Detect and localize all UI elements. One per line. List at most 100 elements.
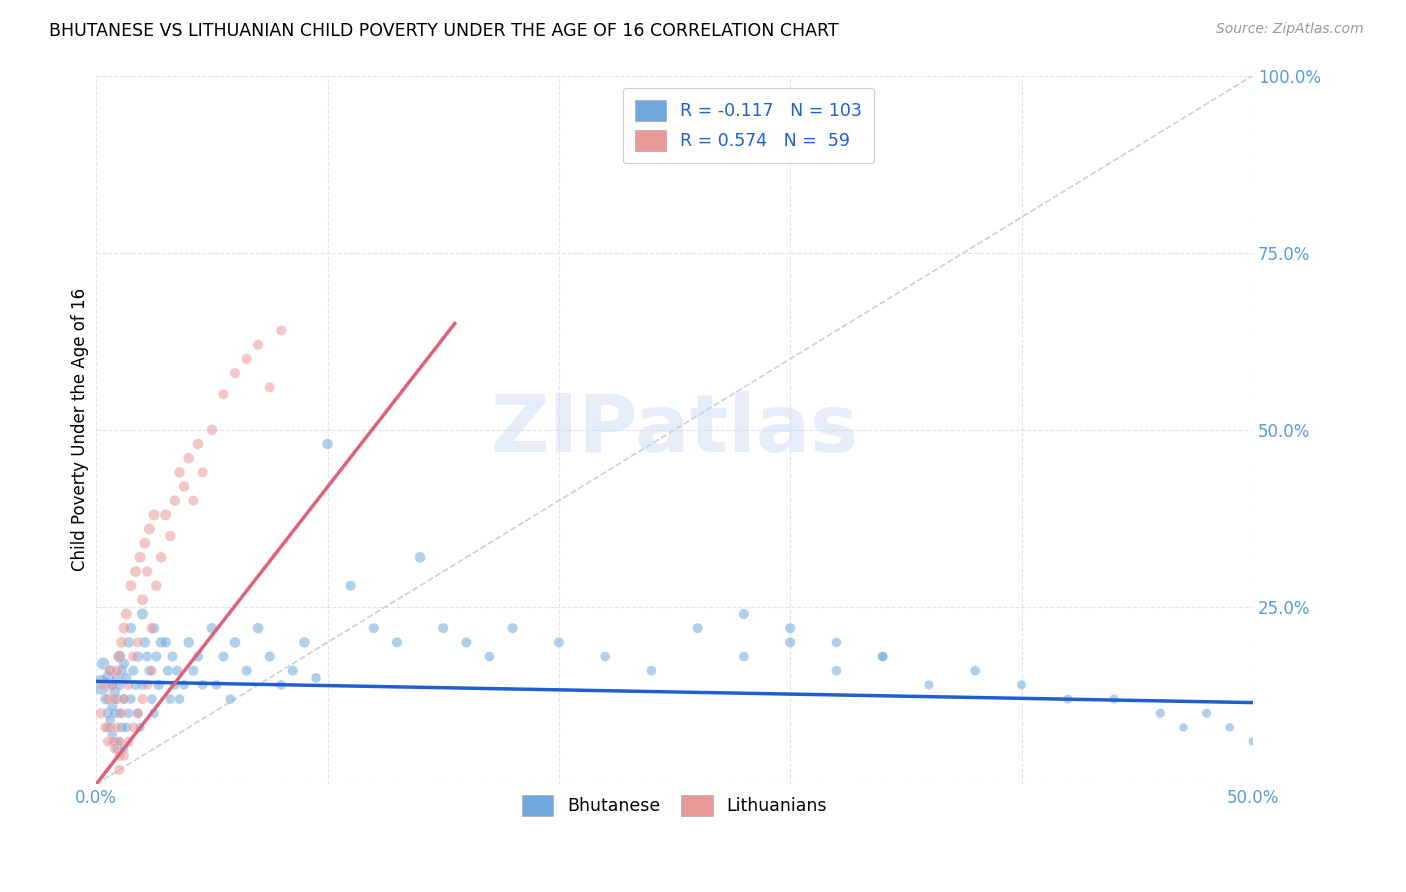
Point	[111, 664, 134, 678]
Point	[127, 706, 149, 721]
Point	[143, 621, 166, 635]
Point	[173, 678, 195, 692]
Point	[872, 649, 894, 664]
Point	[478, 649, 501, 664]
Point	[316, 437, 339, 451]
Point	[259, 649, 281, 664]
Point	[112, 748, 135, 763]
Point	[115, 671, 138, 685]
Point	[145, 579, 167, 593]
Point	[136, 649, 159, 664]
Text: Source: ZipAtlas.com: Source: ZipAtlas.com	[1216, 22, 1364, 37]
Point	[104, 706, 127, 721]
Point	[127, 635, 149, 649]
Point	[117, 734, 139, 748]
Point	[108, 649, 131, 664]
Point	[149, 635, 172, 649]
Point	[108, 748, 131, 763]
Point	[97, 692, 120, 706]
Point	[305, 671, 328, 685]
Point	[201, 423, 224, 437]
Point	[127, 649, 149, 664]
Point	[131, 678, 153, 692]
Point	[143, 508, 166, 522]
Point	[177, 451, 200, 466]
Point	[409, 550, 432, 565]
Point	[134, 536, 156, 550]
Point	[270, 678, 292, 692]
Point	[148, 678, 170, 692]
Point	[98, 714, 121, 728]
Point	[166, 664, 188, 678]
Point	[98, 664, 121, 678]
Point	[131, 592, 153, 607]
Point	[117, 706, 139, 721]
Point	[117, 635, 139, 649]
Point	[169, 466, 191, 480]
Point	[138, 522, 160, 536]
Point	[115, 607, 138, 621]
Point	[187, 437, 209, 451]
Point	[191, 678, 214, 692]
Point	[101, 678, 124, 692]
Point	[593, 649, 616, 664]
Point	[108, 678, 131, 692]
Point	[247, 621, 270, 635]
Point	[212, 649, 235, 664]
Point	[155, 635, 177, 649]
Point	[111, 635, 134, 649]
Point	[94, 720, 117, 734]
Point	[120, 692, 142, 706]
Point	[112, 657, 135, 671]
Point	[94, 692, 117, 706]
Point	[235, 664, 257, 678]
Point	[105, 741, 128, 756]
Point	[97, 706, 120, 721]
Point	[385, 635, 408, 649]
Point	[1219, 720, 1241, 734]
Point	[872, 649, 894, 664]
Point	[101, 727, 124, 741]
Point	[1195, 706, 1218, 721]
Point	[108, 706, 131, 721]
Point	[91, 678, 114, 692]
Point	[1011, 678, 1033, 692]
Point	[363, 621, 385, 635]
Point	[779, 635, 801, 649]
Point	[105, 692, 128, 706]
Point	[1056, 692, 1078, 706]
Point	[149, 550, 172, 565]
Point	[141, 664, 163, 678]
Point	[1149, 706, 1171, 721]
Point	[1241, 734, 1264, 748]
Point	[141, 692, 163, 706]
Point	[90, 678, 112, 692]
Point	[134, 635, 156, 649]
Point	[124, 678, 146, 692]
Point	[965, 664, 987, 678]
Point	[259, 380, 281, 394]
Point	[104, 734, 127, 748]
Point	[101, 734, 124, 748]
Point	[145, 649, 167, 664]
Point	[187, 649, 209, 664]
Point	[686, 621, 709, 635]
Point	[173, 479, 195, 493]
Point	[825, 635, 848, 649]
Point	[825, 664, 848, 678]
Point	[456, 635, 478, 649]
Point	[155, 508, 177, 522]
Point	[547, 635, 569, 649]
Point	[141, 621, 163, 635]
Point	[143, 706, 166, 721]
Point	[183, 664, 205, 678]
Point	[108, 763, 131, 777]
Point	[219, 692, 242, 706]
Point	[108, 734, 131, 748]
Point	[122, 664, 145, 678]
Point	[120, 579, 142, 593]
Point	[111, 706, 134, 721]
Point	[224, 635, 246, 649]
Point	[339, 579, 361, 593]
Point	[169, 692, 191, 706]
